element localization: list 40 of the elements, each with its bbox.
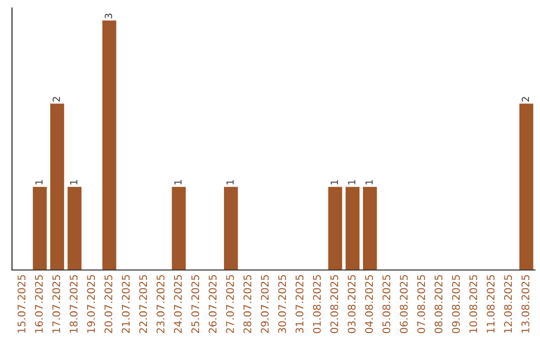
x-tick-label: 03.08.2025 — [348, 275, 356, 334]
data-label: 2 — [522, 97, 529, 102]
x-tick-label: 06.08.2025 — [400, 275, 408, 334]
x-tick-label: 28.07.2025 — [243, 275, 252, 334]
x-tick-label: 08.08.2025 — [434, 275, 442, 334]
x-tick-label: 07.08.2025 — [417, 275, 426, 334]
x-tick-label: 21.07.2025 — [122, 275, 130, 334]
data-label: 1 — [226, 180, 234, 184]
x-tick-label: 11.08.2025 — [486, 275, 495, 333]
data-label: 1 — [330, 180, 338, 184]
x-tick-label: 25.07.2025 — [191, 275, 200, 334]
data-label: 1 — [348, 180, 356, 184]
data-label: 2 — [52, 97, 60, 102]
x-tick-label: 04.08.2025 — [365, 275, 373, 334]
data-label: 1 — [174, 180, 182, 184]
data-label: 1 — [70, 180, 78, 184]
x-tick-label: 29.07.2025 — [260, 275, 269, 334]
x-tick-label: 17.07.2025 — [52, 275, 60, 333]
x-tick-label: 12.08.2025 — [504, 275, 512, 333]
x-tick-label: 27.07.2025 — [226, 275, 234, 334]
x-tick-label: 09.08.2025 — [452, 275, 460, 334]
x-tick-label: 13.08.2025 — [521, 275, 530, 333]
x-tick-label: 18.07.2025 — [70, 275, 78, 333]
data-label: 1 — [366, 180, 373, 184]
x-tick-label: 24.07.2025 — [174, 275, 182, 334]
x-tick-label: 26.07.2025 — [208, 275, 217, 334]
x-tick-label: 30.07.2025 — [278, 275, 286, 334]
x-tick-label: 22.07.2025 — [139, 275, 148, 334]
x-tick-label: 01.08.2025 — [312, 275, 321, 334]
x-tick-label: 16.07.2025 — [34, 275, 43, 333]
x-tick-label: 15.07.2025 — [18, 275, 26, 333]
x-tick-label: 02.08.2025 — [330, 275, 338, 334]
x-tick-label: 19.07.2025 — [87, 275, 95, 333]
x-tick-label: 10.08.2025 — [469, 275, 478, 333]
x-tick-label: 20.07.2025 — [104, 275, 112, 334]
x-tick-label: 31.07.2025 — [296, 275, 304, 334]
data-label: 3 — [104, 14, 112, 18]
x-tick-label: 05.08.2025 — [382, 275, 390, 334]
x-tick-label: 23.07.2025 — [156, 275, 164, 334]
data-label: 1 — [35, 180, 42, 184]
